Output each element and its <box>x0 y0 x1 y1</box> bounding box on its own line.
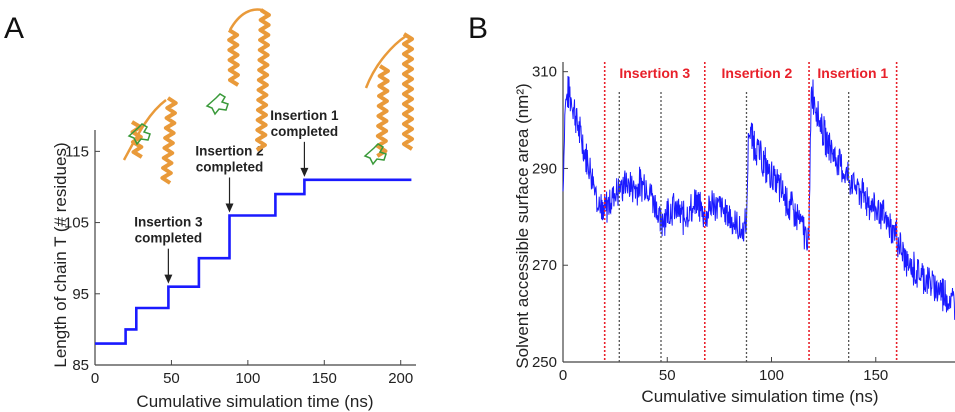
x-tick-label: 100 <box>235 370 260 387</box>
annotation-arrow-head <box>300 167 309 177</box>
loop <box>122 99 167 161</box>
y-tick-label: 95 <box>72 286 89 303</box>
x-tick-label: 50 <box>659 367 676 384</box>
ligand <box>363 143 387 166</box>
series-chain-length <box>95 178 412 345</box>
x-tick-label: 150 <box>312 370 337 387</box>
y-tick-label: 310 <box>532 64 557 81</box>
helix <box>375 64 390 158</box>
y-tick-label: 290 <box>532 160 557 177</box>
ligand <box>205 93 229 116</box>
y-tick-label: 115 <box>65 143 89 160</box>
annotation-line1-2: Insertion 2 <box>195 143 263 158</box>
protein-structure-stage-1 <box>122 96 178 185</box>
x-tick-label: 0 <box>559 367 567 384</box>
chart-b: Cumulative simulation time (ns) Solvent … <box>513 62 955 406</box>
helix <box>160 96 178 185</box>
annotation-line2-2: completed <box>196 159 264 174</box>
annotation-line1-3: Insertion 1 <box>270 108 339 123</box>
chart-a-ylabel: Length of chain T (# residues) <box>51 142 70 367</box>
annotation-line2-1: completed <box>135 231 203 246</box>
annotation-arrow-head <box>164 274 173 284</box>
ligand <box>127 123 151 146</box>
loop <box>228 8 263 31</box>
annotation-line1-1: Insertion 3 <box>134 215 203 230</box>
panel-label-a: A <box>4 12 24 45</box>
chart-a: Cumulative simulation time (ns) Length o… <box>51 8 416 411</box>
x-tick-label: 50 <box>163 370 180 387</box>
helix <box>402 32 414 151</box>
x-tick-label: 0 <box>91 370 99 387</box>
protein-structure-stage-2 <box>205 8 271 152</box>
series-sasa <box>562 75 955 320</box>
loop <box>364 34 407 89</box>
protein-structure-stage-3 <box>363 32 414 166</box>
region-label-3: Insertion 1 <box>817 65 888 81</box>
x-tick-label: 100 <box>759 367 784 384</box>
x-tick-label: 200 <box>388 370 413 387</box>
annotation-arrow-head <box>225 203 234 213</box>
region-label-2: Insertion 2 <box>722 65 793 81</box>
helix <box>227 28 240 87</box>
y-tick-label: 85 <box>72 357 89 374</box>
y-tick-label: 105 <box>64 215 89 232</box>
chart-b-ylabel: Solvent accessible surface area (nm²) <box>513 83 532 368</box>
chart-b-xlabel: Cumulative simulation time (ns) <box>641 387 878 406</box>
region-label-1: Insertion 3 <box>619 65 690 81</box>
x-tick-label: 150 <box>863 367 888 384</box>
annotation-line2-3: completed <box>271 124 339 139</box>
chart-a-xlabel: Cumulative simulation time (ns) <box>136 392 373 411</box>
helix <box>255 8 271 152</box>
panel-label-b: B <box>468 12 488 45</box>
y-tick-label: 250 <box>532 354 557 371</box>
y-tick-label: 270 <box>532 257 557 274</box>
